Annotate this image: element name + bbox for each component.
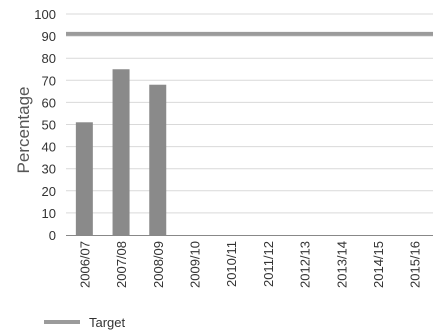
y-axis-label: Percentage	[14, 87, 33, 174]
y-tick-label: 70	[42, 73, 56, 88]
y-tick-label: 20	[42, 184, 56, 199]
y-tick-label: 90	[42, 29, 56, 44]
legend: Target	[44, 315, 126, 330]
bar	[112, 69, 130, 235]
y-axis-ticks: 0 10 20 30 40 50 60 70 80 90 100	[34, 7, 56, 243]
y-tick-label: 80	[42, 51, 56, 66]
x-tick-label: 2015/16	[408, 241, 423, 288]
bar	[149, 84, 167, 235]
y-tick-label: 50	[42, 118, 56, 133]
x-tick-label: 2014/15	[371, 241, 386, 288]
legend-target-label: Target	[89, 315, 126, 330]
y-tick-label: 100	[34, 7, 56, 22]
y-tick-label: 40	[42, 140, 56, 155]
x-tick-label: 2008/09	[151, 241, 166, 288]
x-tick-label: 2006/07	[77, 241, 92, 288]
x-tick-label: 2009/10	[187, 241, 202, 288]
x-tick-label: 2013/14	[334, 241, 349, 288]
x-tick-label: 2010/11	[224, 241, 239, 287]
y-tick-label: 30	[42, 162, 56, 177]
x-tick-label: 2007/08	[114, 241, 129, 288]
bar	[75, 122, 93, 235]
y-tick-label: 0	[49, 228, 56, 243]
y-tick-label: 10	[42, 206, 56, 221]
x-tick-label: 2011/12	[261, 241, 276, 287]
bar-series	[75, 69, 167, 235]
y-tick-label: 60	[42, 95, 56, 110]
x-tick-label: 2012/13	[298, 241, 313, 288]
x-axis-ticks: 2006/07 2007/08 2008/09 2009/10 2010/11 2011/…	[77, 241, 422, 288]
